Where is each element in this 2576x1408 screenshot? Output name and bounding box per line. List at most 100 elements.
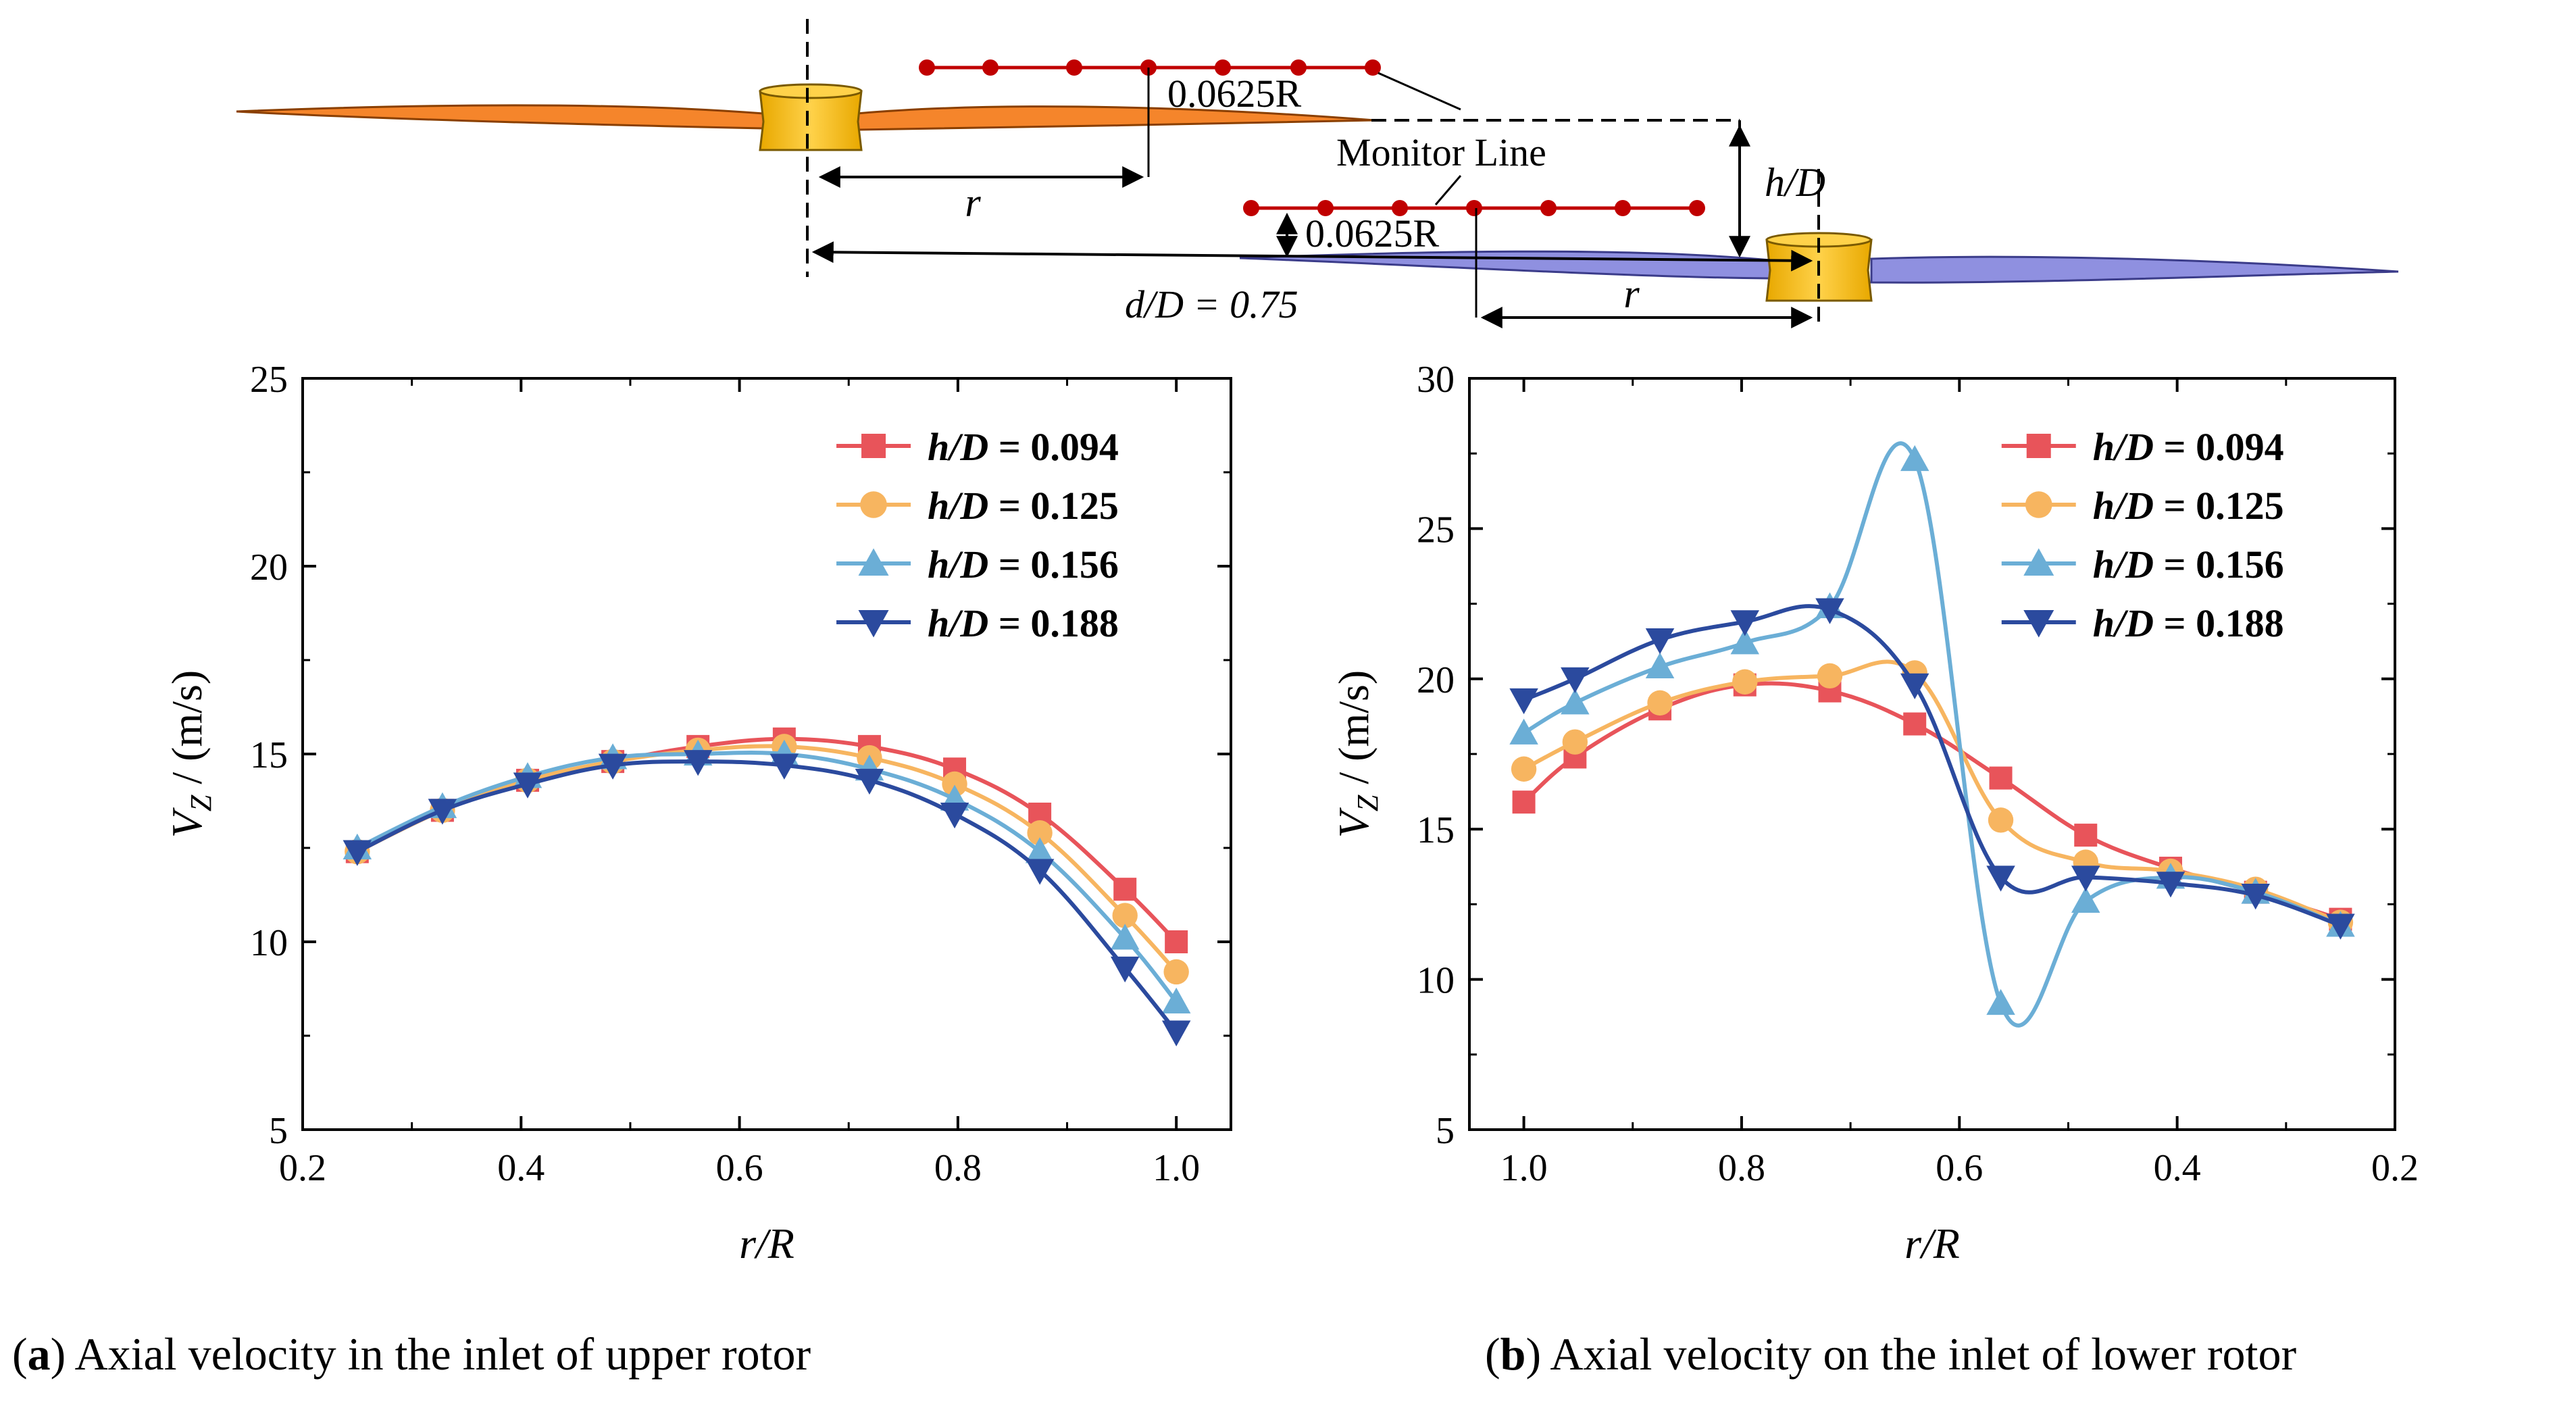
chart-a-ytick-label: 20	[250, 547, 288, 588]
chart-a: 0.2 0.4 0.6 0.8 1.0 5 10 15 20 25 r/R VZ / (m/s) h/D…	[163, 359, 1232, 1267]
chart-b-data-point	[2071, 865, 2100, 892]
chart-b: 1.0 0.8 0.6 0.4 0.2 5 10 15 20 25 30 r/R VZ / (m/s) h…	[1330, 359, 2419, 1267]
chart-b-ytick-label: 5	[1436, 1110, 1455, 1152]
chart-b-data-point	[1511, 756, 1537, 782]
chart-b-data-point	[2241, 884, 2270, 910]
chart-b-data-point	[1900, 673, 1929, 699]
chart-a-data-point	[1165, 930, 1188, 953]
chart-a-data-point	[598, 753, 628, 780]
chart-b-data-point	[1903, 712, 1927, 736]
chart-b-data-point	[1561, 667, 1590, 694]
chart-b-data-point	[1817, 663, 1843, 689]
chart-b-data-point	[1647, 690, 1673, 716]
chart-a-ytick-label: 10	[250, 922, 288, 964]
chart-b-data-point	[1815, 598, 1844, 624]
chart-b-data-point	[1645, 628, 1675, 655]
chart-b-data-point	[1989, 766, 2013, 790]
chart-a-data-point	[428, 799, 457, 825]
chart-a-series-line-2	[356, 750, 1178, 1003]
chart-b-data-point	[1986, 988, 2015, 1015]
chart-a-data-point	[942, 771, 967, 797]
chart-a-ytick-label: 25	[250, 359, 288, 401]
chart-b-xtick-label: 0.4	[2154, 1147, 2201, 1189]
rotor-schematic: r 0.0625R h/D Monitor Line 0.0625R d/D =…	[236, 19, 2399, 330]
chart-b-data-point	[1645, 652, 1675, 679]
chart-a-legend-marker	[861, 434, 886, 458]
chart-a-xtick-label: 0.8	[934, 1147, 982, 1189]
chart-b-ytick-label: 30	[1417, 359, 1455, 401]
distance-arrow	[811, 241, 1813, 272]
chart-b-data-point	[1509, 718, 1538, 745]
chart-b-xtick-label: 0.8	[1718, 1147, 1765, 1189]
chart-a-data-point	[769, 753, 799, 780]
chart-b-data-point	[1986, 865, 2015, 892]
height-label: h/D	[1765, 160, 1825, 205]
chart-b-legend-label: h/D = 0.188	[2093, 601, 2284, 645]
caption-a-text: Axial velocity in the inlet of upper rot…	[66, 1328, 811, 1380]
chart-b-legend-label: h/D = 0.156	[2093, 543, 2284, 586]
chart-a-xtick-label: 1.0	[1153, 1147, 1200, 1189]
chart-a-data-point	[1161, 1020, 1191, 1047]
chart-a-xtick-label: 0.6	[716, 1147, 763, 1189]
chart-b-data-point	[1732, 669, 1758, 695]
chart-b-series-line-3	[1523, 604, 2342, 928]
caption-a-tag: a	[27, 1328, 51, 1380]
chart-a-data-point	[1161, 987, 1191, 1013]
chart-a-legend-label: h/D = 0.188	[928, 601, 1119, 645]
chart-b-ytick-label: 20	[1417, 659, 1455, 701]
chart-b-data-point	[1730, 628, 1760, 655]
chart-b-x-axis-label: r/R	[1904, 1220, 1960, 1267]
chart-a-data-point	[1025, 837, 1055, 863]
chart-a-x-axis-label: r/R	[739, 1220, 794, 1267]
chart-a-legend-marker	[858, 548, 889, 576]
chart-b-data-point	[1509, 688, 1538, 715]
chart-b-data-point	[1988, 807, 2014, 833]
caption-a: (a) Axial velocity in the inlet of upper…	[12, 1328, 811, 1380]
chart-b-data-point	[1512, 790, 1536, 814]
chart-b-data-point	[1730, 610, 1760, 636]
chart-a-y-axis-label: VZ / (m/s)	[163, 670, 218, 838]
distance-label: d/D = 0.75	[1125, 282, 1298, 326]
chart-b-data-point	[1561, 688, 1590, 715]
chart-b-xtick-label: 1.0	[1500, 1147, 1548, 1189]
chart-a-legend-label: h/D = 0.156	[928, 543, 1119, 586]
upper-hub	[759, 83, 863, 151]
chart-a-data-point	[343, 840, 372, 866]
chart-b-data-point	[2071, 886, 2100, 913]
chart-b-ytick-label: 15	[1417, 809, 1455, 851]
chart-b-data-point	[1562, 729, 1588, 755]
chart-b-legend-label: h/D = 0.125	[2093, 484, 2284, 528]
chart-a-series-line-0	[356, 736, 1178, 944]
chart-a-data-point	[1113, 878, 1137, 901]
chart-b-legend-label: h/D = 0.094	[2093, 425, 2284, 469]
chart-b-legend-marker	[2023, 548, 2054, 576]
chart-a-data-point	[1110, 956, 1140, 983]
chart-b-data-point	[2074, 824, 2098, 847]
chart-b-legend-marker	[2023, 610, 2054, 638]
chart-b-data-point	[2156, 872, 2186, 898]
chart-a-ytick-label: 15	[250, 734, 288, 776]
caption-b-text: Axial velocity on the inlet of lower rot…	[1541, 1328, 2297, 1380]
lower-rotor-right-blade	[1870, 255, 2399, 284]
chart-b-y-axis-label: VZ / (m/s)	[1330, 670, 1384, 838]
caption-b-tag: b	[1500, 1328, 1526, 1380]
monitor-line-label: Monitor Line	[1336, 130, 1546, 174]
chart-b-legend-marker	[2026, 434, 2051, 458]
chart-a-data-point	[1110, 924, 1140, 950]
chart-a-series-line-3	[356, 759, 1178, 1034]
chart-a-xtick-label: 0.2	[279, 1147, 326, 1189]
chart-a-legend-marker	[858, 610, 889, 638]
chart-a-data-point	[1027, 820, 1053, 846]
chart-a-legend-label: h/D = 0.125	[928, 484, 1119, 528]
lower-spacing-label: 0.0625R	[1305, 211, 1440, 255]
chart-b-legend-marker	[2025, 491, 2052, 518]
caption-b: (b) Axial velocity on the inlet of lower…	[1485, 1328, 2297, 1380]
chart-a-legend-marker	[860, 491, 887, 518]
upper-monitor-line	[919, 59, 1381, 76]
chart-a-data-point	[1025, 859, 1055, 885]
upper-radius-label: r	[965, 180, 981, 225]
chart-a-data-point	[855, 768, 884, 795]
upper-spacing-label: 0.0625R	[1167, 72, 1302, 116]
chart-a-data-point	[940, 802, 969, 829]
